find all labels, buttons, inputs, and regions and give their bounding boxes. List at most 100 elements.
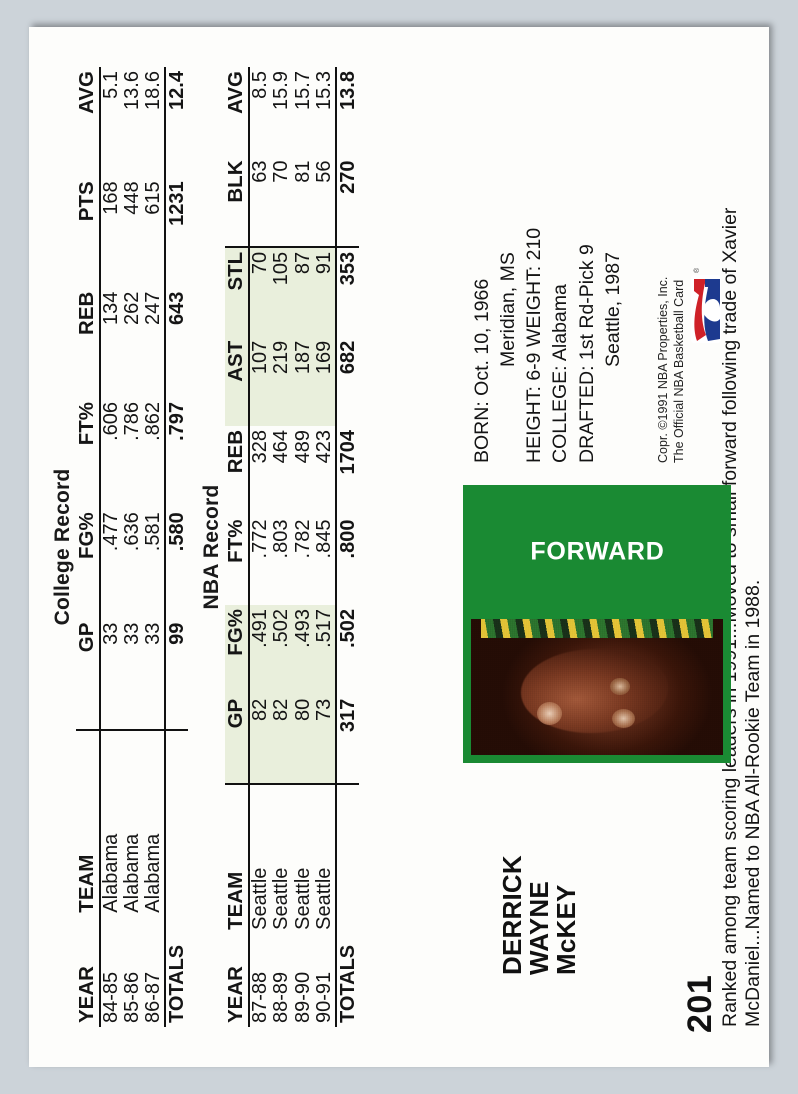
nba-col-gp: GP [224,694,250,785]
nba-col-fg: FG% [224,604,250,695]
nba-col-reb: REB [224,425,250,516]
cell-ft: .800 [335,515,360,605]
cell-year: 87-88 [249,971,272,1023]
cell-ft: .845 [312,519,335,559]
cell-pts: 1231 [165,177,189,288]
cell-reb: 489 [291,429,314,464]
card-number: 201 [681,974,719,1033]
cell-reb: 328 [249,429,272,464]
copyright-line-2: The Official NBA Basketball Card [672,279,686,463]
cell-gp: 99 [165,618,189,731]
college-record-table: YEAR TEAM GP FG% FT% REB PTS AVG 84-85 A… [75,67,189,1027]
cell-reb: 262 [120,291,143,326]
table-row: 84-85 Alabama 33 .477 .606 134 168 5.1 [99,67,122,1027]
cell-ast: 107 [249,336,272,426]
cell-team: Alabama [99,730,122,917]
player-name-line-1: DERRICK [497,855,527,975]
lower-section: 201 DERRICK WAYNE McKEY [459,58,739,1033]
cell-stl: 353 [335,246,360,337]
cell-gp: 82 [270,694,293,785]
nba-col-team: TEAM [224,784,250,934]
cell-year: 86-87 [142,971,165,1023]
college-col-pts: PTS [75,177,100,288]
college-col-ft: FT% [75,397,100,509]
bio-details: BORN: Oct. 10, 1966 Meridian, MS HEIGHT:… [469,228,626,463]
card-rotation-wrapper: College Record YEAR TEAM GP FG% FT% REB … [29,27,769,1067]
cell-fg: .491 [249,604,272,695]
table-row: 85-86 Alabama 33 .636 .786 262 448 13.6 [120,67,144,1027]
nba-totals-row: TOTALS 317 .502 .800 1704 682 353 270 13… [335,67,360,1027]
cell-stl: 87 [292,246,314,337]
cell-ft: .772 [249,519,272,559]
cell-avg: 5.1 [99,71,122,99]
nba-record-title: NBA Record [200,484,224,610]
cell-fg: .580 [165,508,189,619]
cell-fg: .493 [292,604,314,695]
cell-gp: 33 [99,622,122,645]
position-band: FORWARD [471,485,723,619]
nba-logo: ® [687,267,727,343]
cell-avg: 13.8 [335,67,360,157]
cell-stl: 105 [270,246,293,337]
cell-ft: .797 [165,397,189,509]
cell-year: 89-90 [291,971,314,1023]
cell-reb: 1704 [335,425,360,516]
cell-team: Alabama [142,730,166,917]
cell-gp: 80 [292,694,314,785]
cell-fg: .517 [313,604,336,695]
player-photo [471,619,723,755]
player-photo-frame: FORWARD [463,485,731,763]
cell-stl: 70 [249,246,272,337]
college-totals-row: TOTALS 99 .580 .797 643 1231 12.4 [165,67,189,1027]
college-col-fg: FG% [75,508,100,619]
cell-blk: 270 [335,156,360,247]
basketball-card-back: College Record YEAR TEAM GP FG% FT% REB … [29,27,769,1067]
college-col-reb: REB [75,287,100,398]
cell-ft: .803 [270,519,293,559]
cell-team: Seattle [249,784,272,934]
cell-fg: .477 [99,512,122,552]
cell-avg: 8.5 [249,71,272,99]
bio-born: BORN: Oct. 10, 1966 [471,278,493,463]
cell-gp: 317 [335,694,360,785]
statistics-section: College Record YEAR TEAM GP FG% FT% REB … [51,67,360,1027]
cell-year: 88-89 [270,971,293,1023]
college-record-title: College Record [51,468,74,626]
cell-team [335,784,360,934]
cell-ast: 169 [313,336,336,426]
cell-team: Seattle [313,784,336,934]
cell-ft: .782 [291,519,314,559]
cell-fg: .502 [270,604,293,695]
bio-height-weight: HEIGHT: 6-9 WEIGHT: 210 [523,227,546,463]
cell-team [165,730,189,917]
cell-blk: 63 [249,160,272,183]
nba-col-stl: STL [224,246,250,337]
nba-header-row: YEAR TEAM GP FG% FT% REB AST STL BLK AVG [224,67,250,1027]
bio-drafted-team: Seattle, 1987 [601,252,624,367]
cell-gp: 33 [120,622,143,645]
college-col-team: TEAM [75,730,100,917]
nba-record-table: YEAR TEAM GP FG% FT% REB AST STL BLK AVG… [224,67,360,1027]
nba-col-year: YEAR [224,933,250,1027]
registered-mark-glyph: ® [693,267,701,273]
nba-col-avg: AVG [224,67,250,157]
cell-avg: 12.4 [165,67,189,178]
cell-avg: 15.3 [312,71,335,110]
cell-pts: 615 [142,181,165,215]
cell-reb: 134 [99,291,122,326]
cell-year: 84-85 [99,971,122,1023]
page-title: DERRICK WAYNE McKEY [497,855,582,975]
cell-fg: .581 [142,512,165,552]
table-row: 88-89 Seattle 82 .502 .803 464 219 105 7… [270,67,293,1027]
cell-year: 90-91 [312,971,335,1023]
player-name-line-3: McKEY [551,884,582,975]
cell-ft: .862 [142,401,165,441]
copyright-notice: Copr. ©1991 NBA Properties, Inc. The Off… [655,277,687,463]
cell-avg: 15.7 [291,71,314,110]
college-col-gp: GP [75,618,100,731]
college-header-row: YEAR TEAM GP FG% FT% REB PTS AVG [75,67,100,1027]
cell-blk: 81 [291,160,314,183]
cell-gp: 33 [142,622,165,645]
cell-totals-label: TOTALS [165,916,189,1027]
